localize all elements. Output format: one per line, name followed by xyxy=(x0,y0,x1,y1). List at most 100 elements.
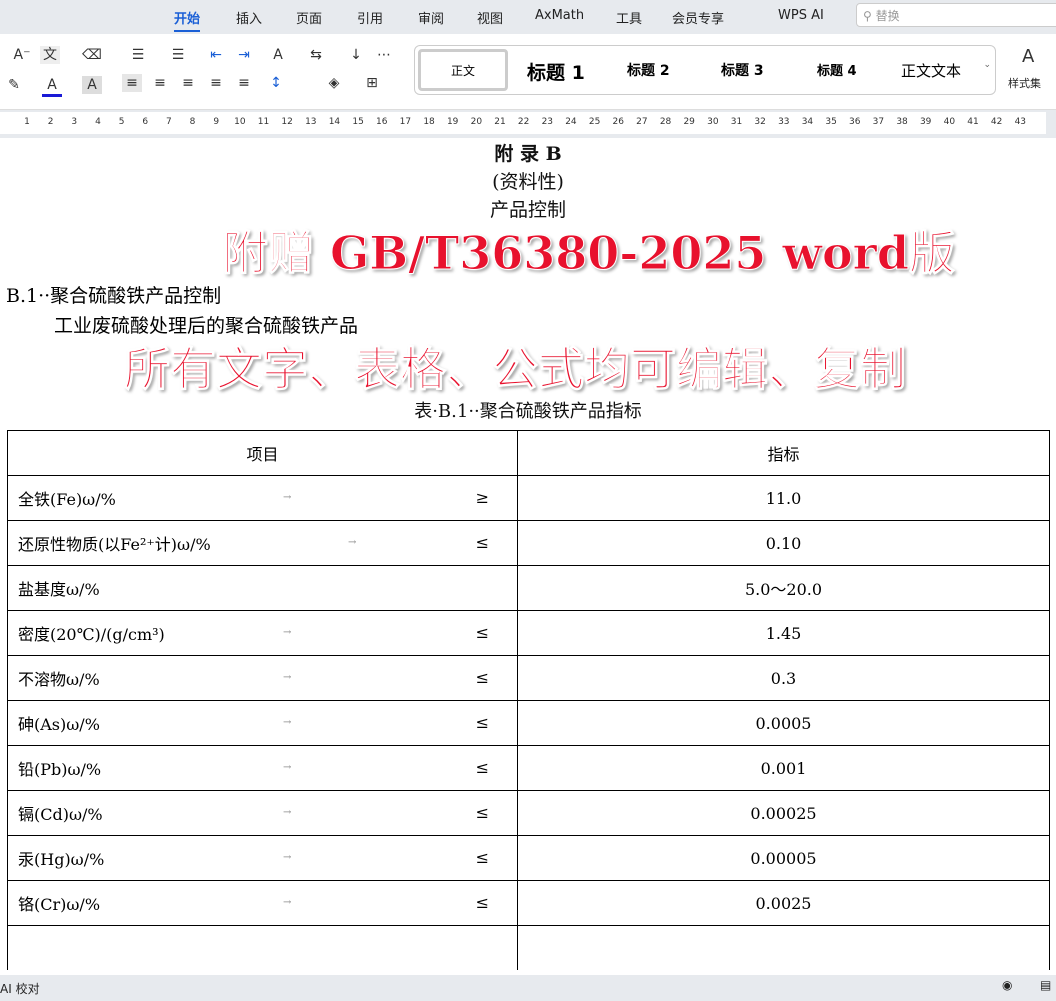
tab-0[interactable]: 开始 xyxy=(174,8,201,32)
item-cell[interactable]: 密度(20℃)/(g/cm³) → ≤ xyxy=(7,610,518,656)
tab-1[interactable]: 插入 xyxy=(236,12,263,27)
item-cell[interactable]: 铬(Cr)ω/% → ≤ xyxy=(7,880,518,926)
eraser-icon[interactable]: ⌫ xyxy=(82,47,102,63)
tab-mark-icon: → xyxy=(348,537,357,548)
table-row: 铬(Cr)ω/% → ≤ 0.0025 xyxy=(7,880,1050,926)
numbered-list-icon[interactable]: ☰ xyxy=(171,47,185,63)
item-cell[interactable]: 镉(Cd)ω/% → ≤ xyxy=(7,790,518,836)
text-direction-icon[interactable]: ⇆ xyxy=(310,47,322,63)
tab-9[interactable]: WPS AI xyxy=(778,8,824,23)
align-right-icon[interactable]: ≡ xyxy=(182,75,194,91)
item-label: 镉(Cd)ω/% xyxy=(18,805,103,824)
page-view-icon[interactable]: ▤ xyxy=(1040,978,1052,992)
indicator-table: 项目 指标 全铁(Fe)ω/% → ≥11.0 还原性物质(以Fe²⁺计)ω/% → ≤0.1… xyxy=(7,430,1050,970)
border-icon[interactable]: ⊞ xyxy=(366,75,378,91)
style-heading-1[interactable]: 标题 1 xyxy=(527,62,585,84)
item-cell[interactable]: 还原性物质(以Fe²⁺计)ω/% → ≤ xyxy=(7,520,518,566)
tab-5[interactable]: 视图 xyxy=(477,12,504,27)
ruler-number: 29 xyxy=(683,117,695,127)
style-body-text[interactable]: 正文文本 xyxy=(901,62,962,80)
tab-3[interactable]: 引用 xyxy=(357,12,384,27)
operator: ≤ xyxy=(475,713,489,732)
ruler-number: 32 xyxy=(754,117,766,127)
tab-7[interactable]: 工具 xyxy=(616,12,643,27)
columns-icon[interactable]: ⋯ xyxy=(377,47,391,63)
item-cell[interactable]: 铅(Pb)ω/% → ≤ xyxy=(7,745,518,791)
font-size-decrease-icon[interactable]: A⁻ xyxy=(13,47,31,63)
value-cell[interactable]: 1.45 xyxy=(517,610,1050,656)
value-text: 0.0005 xyxy=(755,713,812,733)
sort-icon[interactable]: ↓ xyxy=(350,47,362,63)
item-cell[interactable]: 全铁(Fe)ω/% → ≥ xyxy=(7,475,518,521)
item-cell[interactable]: 不溶物ω/% → ≤ xyxy=(7,655,518,701)
value-cell[interactable]: 11.0 xyxy=(517,475,1050,521)
ruler-number: 31 xyxy=(730,117,743,127)
ai-check-button[interactable]: AI 校对 xyxy=(0,982,40,996)
gallery-scroll-icon[interactable]: ⌄ xyxy=(983,60,991,70)
char-shading-icon[interactable]: A xyxy=(82,76,102,94)
status-bar: AI 校对 ◉ ▤ xyxy=(0,975,1056,1001)
value-text: 1.45 xyxy=(765,623,802,643)
tab-mark-icon: → xyxy=(283,627,292,638)
style-heading-3[interactable]: 标题 3 xyxy=(721,63,764,79)
shading-icon[interactable]: ◈ xyxy=(328,75,340,91)
ruler-number: 2 xyxy=(47,117,54,127)
paragraph: 工业废硫酸处理后的聚合硫酸铁产品 xyxy=(54,315,359,337)
value-cell[interactable]: 0.3 xyxy=(517,655,1050,701)
ruler-number: 21 xyxy=(494,117,506,127)
eye-icon[interactable]: ◉ xyxy=(1002,978,1013,992)
document-page[interactable]: 附 录 B (资料性) 产品控制 附赠 GB/T36380-2025 word版… xyxy=(0,138,1056,970)
value-cell[interactable] xyxy=(517,925,1050,970)
decrease-indent-icon[interactable]: ⇤ xyxy=(210,47,222,63)
ruler-number: 10 xyxy=(234,117,246,127)
value-cell[interactable]: 0.0005 xyxy=(517,700,1050,746)
highlight-icon[interactable]: ✎ xyxy=(8,77,20,93)
line-spacing-icon[interactable]: ↕ xyxy=(270,75,282,91)
table-row: 密度(20℃)/(g/cm³) → ≤ 1.45 xyxy=(7,610,1050,656)
style-heading-4[interactable]: 标题 4 xyxy=(817,64,857,79)
table-row: 不溶物ω/% → ≤ 0.3 xyxy=(7,655,1050,701)
section-heading: B.1··聚合硫酸铁产品控制 xyxy=(6,285,222,307)
operator: ≥ xyxy=(475,488,489,507)
tab-mark-icon: → xyxy=(283,717,292,728)
tab-mark-icon: → xyxy=(283,852,292,863)
increase-indent-icon[interactable]: ⇥ xyxy=(238,47,250,63)
tab-6[interactable]: AxMath xyxy=(535,8,585,23)
tab-2[interactable]: 页面 xyxy=(296,12,323,27)
value-text: 0.3 xyxy=(770,668,797,688)
tab-4[interactable]: 审阅 xyxy=(418,12,445,27)
style-normal[interactable]: 正文 xyxy=(451,64,476,78)
value-cell[interactable]: 0.001 xyxy=(517,745,1050,791)
ruler-number: 9 xyxy=(213,117,220,127)
font-color-icon[interactable]: A xyxy=(42,76,62,97)
align-center-icon[interactable]: ≡ xyxy=(154,75,166,91)
search-input[interactable]: ⚲ 替换 xyxy=(856,3,1056,27)
table-row: 盐基度ω/% 5.0～20.0 xyxy=(7,565,1050,611)
value-cell[interactable]: 0.00005 xyxy=(517,835,1050,881)
tab-8[interactable]: 会员专享 xyxy=(672,12,725,27)
value-text: 0.0025 xyxy=(755,893,812,913)
distribute-icon[interactable]: ≡ xyxy=(238,75,250,91)
style-heading-2[interactable]: 标题 2 xyxy=(627,63,670,79)
bullet-list-icon[interactable]: ☰ xyxy=(131,47,145,63)
value-cell[interactable]: 5.0～20.0 xyxy=(517,565,1050,611)
phonetic-guide-icon[interactable]: 文 xyxy=(40,46,60,64)
ruler-number: 15 xyxy=(352,117,364,127)
ruler[interactable]: 1 2 3 4 5 6 7 8 9 10 11 12 13 14 15 16 17 18 19 20 21 22 23 24 2… xyxy=(0,110,1056,138)
style-set-icon[interactable]: A xyxy=(1022,46,1035,67)
appendix-name: 产品控制 xyxy=(489,199,566,221)
align-left-icon[interactable]: ≡ xyxy=(122,74,142,92)
item-cell[interactable]: 盐基度ω/% xyxy=(7,565,518,611)
justify-icon[interactable]: ≡ xyxy=(210,75,222,91)
operator: ≤ xyxy=(475,803,489,822)
style-set-button[interactable]: 样式集 xyxy=(1008,77,1041,90)
item-cell[interactable]: 汞(Hg)ω/% → ≤ xyxy=(7,835,518,881)
value-cell[interactable]: 0.10 xyxy=(517,520,1050,566)
watermark-line2: 所有文字、表格、公式均可编辑、复制 xyxy=(124,342,907,397)
value-cell[interactable]: 0.0025 xyxy=(517,880,1050,926)
text-spacing-icon[interactable]: A xyxy=(273,47,283,63)
value-cell[interactable]: 0.00025 xyxy=(517,790,1050,836)
item-cell[interactable]: 砷(As)ω/% → ≤ xyxy=(7,700,518,746)
item-cell[interactable] xyxy=(7,925,518,970)
item-label: 盐基度ω/% xyxy=(18,580,100,599)
